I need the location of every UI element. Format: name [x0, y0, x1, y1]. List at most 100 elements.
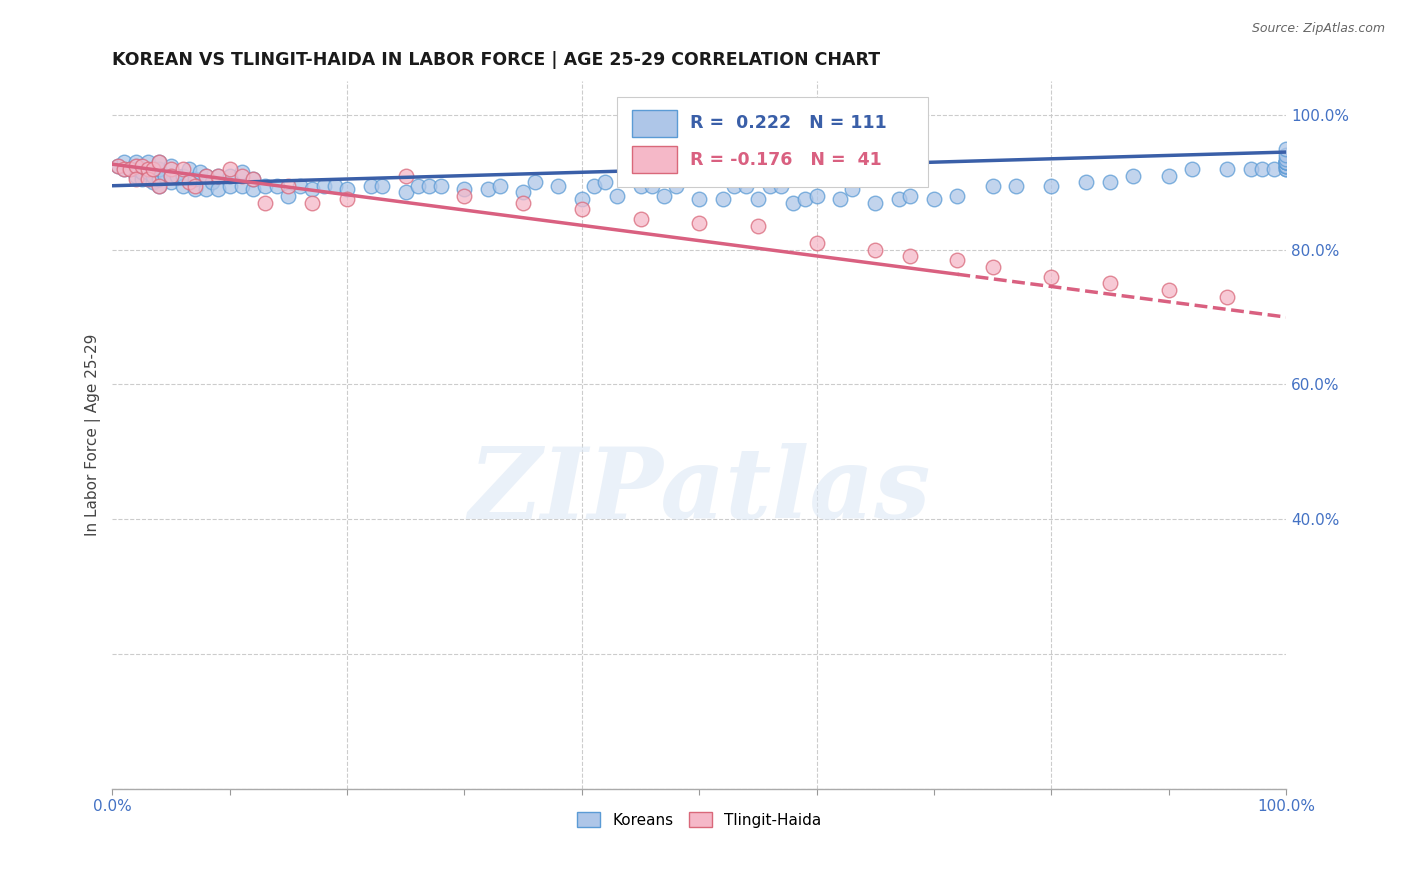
Point	[758, 178, 780, 193]
FancyBboxPatch shape	[633, 146, 676, 173]
Point	[288, 178, 311, 193]
Point	[747, 192, 769, 206]
Point	[841, 182, 863, 196]
Point	[900, 189, 922, 203]
Point	[242, 172, 264, 186]
Point	[218, 178, 240, 193]
Point	[1216, 290, 1239, 304]
Point	[195, 182, 218, 196]
Text: R =  0.222   N = 111: R = 0.222 N = 111	[690, 114, 887, 132]
Point	[148, 161, 170, 176]
Point	[1275, 161, 1298, 176]
Text: Source: ZipAtlas.com: Source: ZipAtlas.com	[1251, 22, 1385, 36]
Point	[142, 161, 165, 176]
Point	[242, 172, 264, 186]
Point	[325, 178, 347, 193]
Point	[922, 192, 945, 206]
Text: KOREAN VS TLINGIT-HAIDA IN LABOR FORCE | AGE 25-29 CORRELATION CHART: KOREAN VS TLINGIT-HAIDA IN LABOR FORCE |…	[112, 51, 880, 69]
Point	[231, 169, 253, 183]
Point	[125, 159, 148, 173]
Point	[1098, 175, 1121, 189]
Point	[107, 159, 129, 173]
Point	[723, 178, 745, 193]
Point	[136, 172, 159, 186]
Point	[1076, 175, 1098, 189]
Point	[166, 169, 188, 183]
Point	[160, 175, 183, 189]
Point	[571, 202, 593, 217]
Point	[735, 178, 758, 193]
FancyBboxPatch shape	[633, 110, 676, 136]
Point	[806, 235, 828, 250]
Point	[1040, 178, 1063, 193]
Point	[1275, 161, 1298, 176]
Point	[1240, 161, 1263, 176]
Point	[160, 169, 183, 183]
FancyBboxPatch shape	[617, 97, 928, 187]
Point	[195, 169, 218, 183]
Point	[477, 182, 499, 196]
Point	[266, 178, 288, 193]
Point	[242, 182, 264, 196]
Point	[148, 178, 170, 193]
Point	[1040, 269, 1063, 284]
Point	[1275, 159, 1298, 173]
Point	[406, 178, 429, 193]
Point	[172, 161, 194, 176]
Point	[312, 178, 335, 193]
Point	[1275, 155, 1298, 169]
Point	[1275, 142, 1298, 156]
Point	[148, 155, 170, 169]
Point	[172, 169, 194, 183]
Point	[177, 161, 200, 176]
Point	[160, 159, 183, 173]
Text: R = -0.176   N =  41: R = -0.176 N = 41	[690, 151, 882, 169]
Point	[136, 165, 159, 179]
Point	[1251, 161, 1274, 176]
Point	[828, 192, 851, 206]
Point	[418, 178, 440, 193]
Point	[125, 159, 148, 173]
Point	[430, 178, 453, 193]
Point	[131, 172, 153, 186]
Point	[183, 172, 205, 186]
Point	[231, 165, 253, 179]
Point	[1275, 155, 1298, 169]
Point	[770, 178, 793, 193]
Point	[582, 178, 605, 193]
Point	[160, 161, 183, 176]
Point	[606, 189, 628, 203]
Point	[277, 178, 299, 193]
Point	[336, 192, 359, 206]
Point	[371, 178, 394, 193]
Point	[155, 169, 177, 183]
Point	[1005, 178, 1028, 193]
Point	[1157, 283, 1180, 297]
Point	[142, 169, 165, 183]
Point	[112, 155, 135, 169]
Point	[301, 182, 323, 196]
Point	[887, 192, 910, 206]
Point	[453, 189, 475, 203]
Point	[711, 192, 734, 206]
Point	[148, 172, 170, 186]
Point	[125, 155, 148, 169]
Point	[112, 161, 135, 176]
Point	[183, 178, 205, 193]
Point	[160, 169, 183, 183]
Point	[301, 195, 323, 210]
Point	[793, 192, 815, 206]
Point	[131, 165, 153, 179]
Point	[253, 195, 276, 210]
Point	[1263, 161, 1285, 176]
Point	[207, 169, 229, 183]
Point	[688, 192, 710, 206]
Point	[665, 178, 688, 193]
Point	[1098, 277, 1121, 291]
Point	[136, 172, 159, 186]
Point	[148, 178, 170, 193]
Point	[195, 169, 218, 183]
Point	[523, 175, 546, 189]
Point	[1216, 161, 1239, 176]
Point	[1122, 169, 1144, 183]
